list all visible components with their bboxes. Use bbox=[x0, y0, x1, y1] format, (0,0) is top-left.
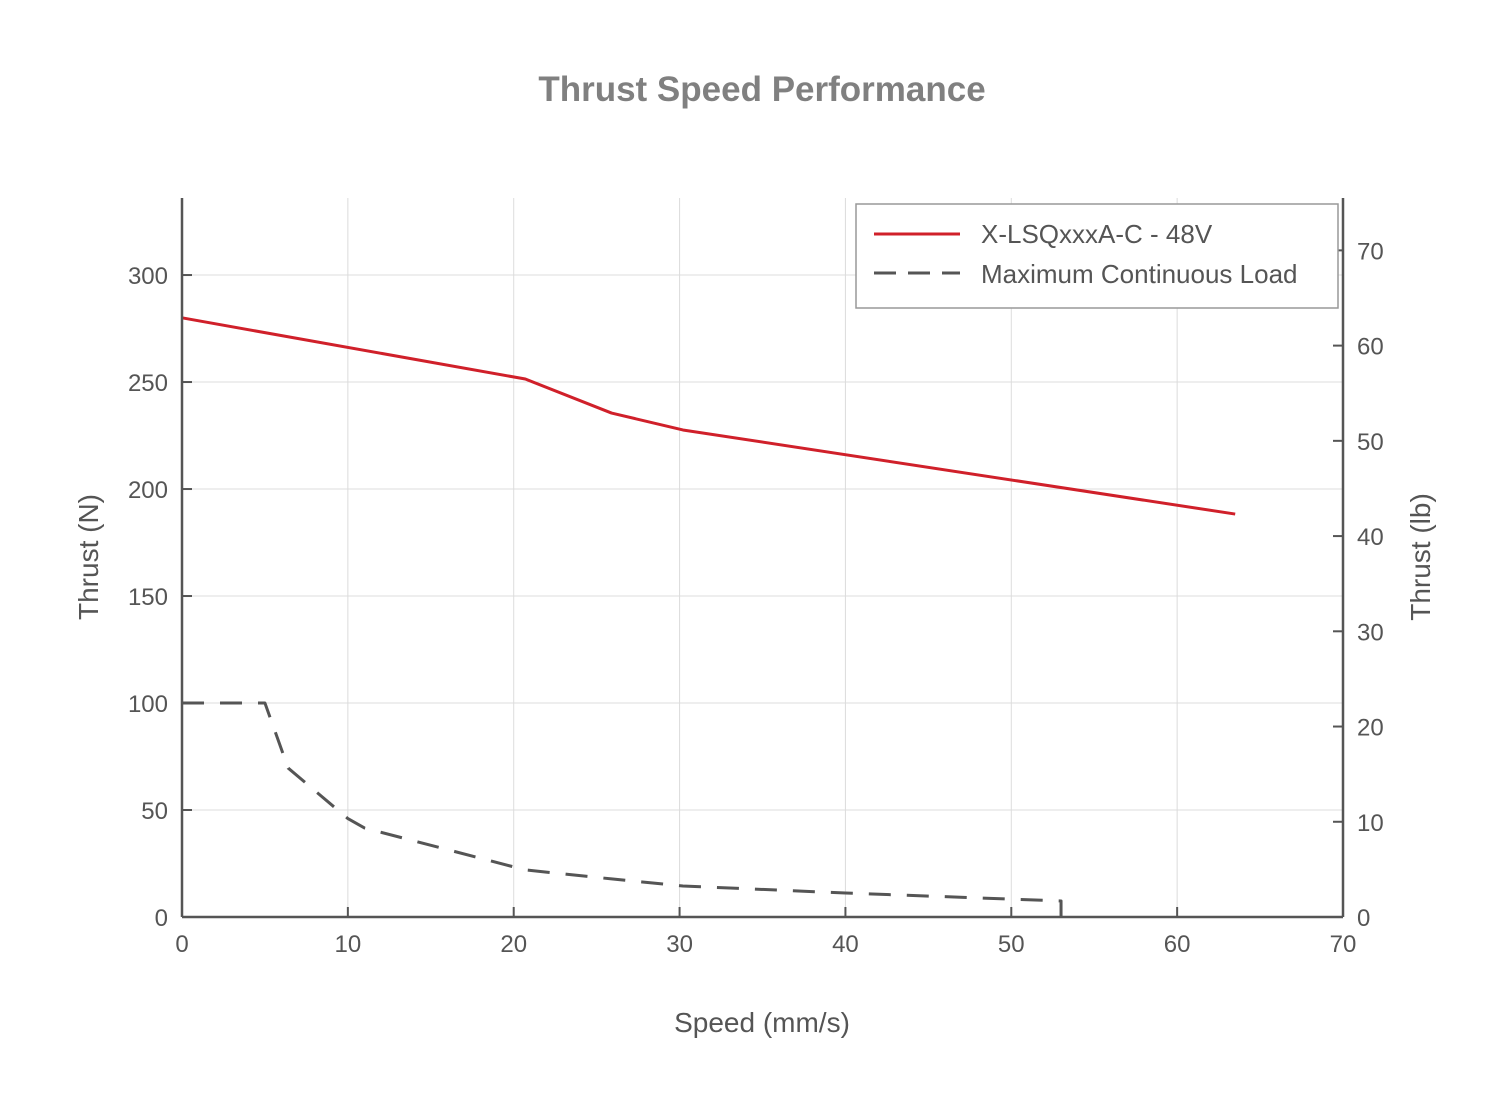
y2-tick-label: 30 bbox=[1357, 619, 1384, 646]
y-tick-label: 50 bbox=[141, 798, 168, 825]
y-tick-label: 250 bbox=[128, 370, 168, 397]
legend-label-series-1: X-LSQxxxA-C - 48V bbox=[981, 219, 1213, 249]
y2-tick-label: 40 bbox=[1357, 524, 1384, 551]
y2-tick-label: 60 bbox=[1357, 334, 1384, 361]
x-tick-label: 70 bbox=[1330, 931, 1357, 958]
legend-box bbox=[855, 203, 1339, 309]
y2-tick-label: 50 bbox=[1357, 429, 1384, 456]
y-tick-label: 0 bbox=[155, 905, 168, 932]
y-axis-label: Thrust (N) bbox=[73, 494, 104, 620]
x-tick-label: 0 bbox=[175, 931, 188, 958]
series-line-2 bbox=[182, 701, 1063, 917]
x-tick-label: 10 bbox=[335, 931, 362, 958]
y-tick-label: 150 bbox=[128, 584, 168, 611]
y2-tick-label: 20 bbox=[1357, 715, 1384, 742]
y2-tick-label: 70 bbox=[1357, 238, 1384, 265]
x-tick-label: 20 bbox=[500, 931, 527, 958]
axes: 0 10 20 30 40 50 60 700501001502002503000102030… bbox=[128, 198, 1384, 958]
legend: X-LSQxxxA-C - 48V Maximum Continuous Loa… bbox=[855, 203, 1339, 309]
y-tick-label: 300 bbox=[128, 263, 168, 290]
x-tick-label: 60 bbox=[1164, 931, 1191, 958]
x-tick-label: 50 bbox=[998, 931, 1025, 958]
x-tick-label: 40 bbox=[832, 931, 859, 958]
y2-tick-label: 0 bbox=[1357, 905, 1370, 932]
legend-label-series-2: Maximum Continuous Load bbox=[981, 259, 1298, 289]
grid bbox=[182, 198, 1343, 917]
y2-tick-label: 10 bbox=[1357, 810, 1384, 837]
chart-title: Thrust Speed Performance bbox=[538, 70, 985, 109]
x-axis-label: Speed (mm/s) bbox=[674, 1007, 850, 1038]
y2-axis-label: Thrust (lb) bbox=[1405, 493, 1436, 621]
series-line-1 bbox=[181, 316, 1236, 516]
y-tick-label: 200 bbox=[128, 477, 168, 504]
series-group bbox=[181, 316, 1236, 917]
x-tick-label: 30 bbox=[666, 931, 693, 958]
y-tick-label: 100 bbox=[128, 691, 168, 718]
